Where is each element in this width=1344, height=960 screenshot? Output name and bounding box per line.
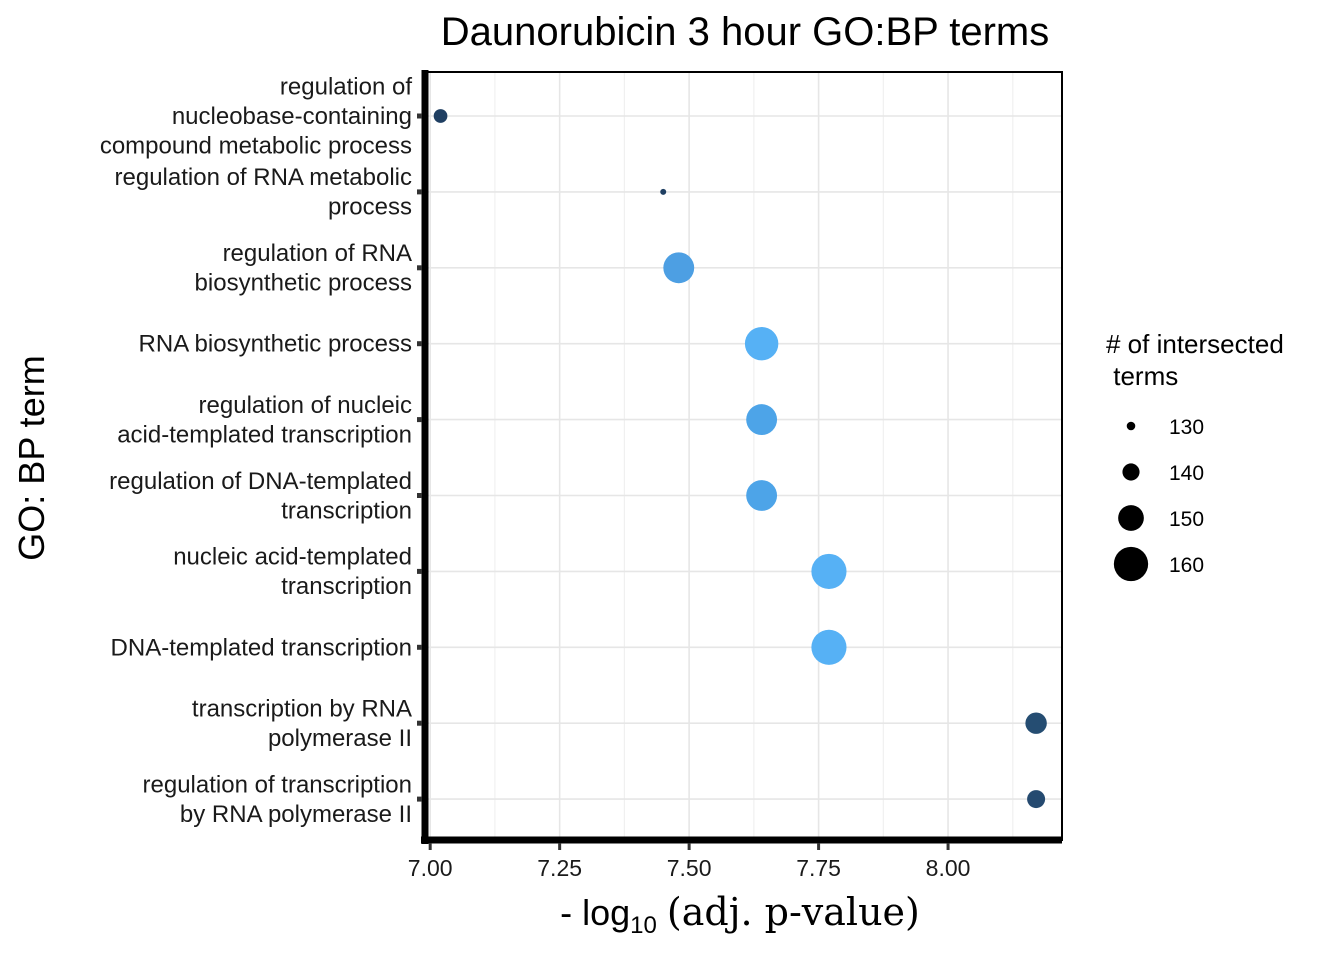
- chart-title: Daunorubicin 3 hour GO:BP terms: [440, 10, 1050, 54]
- y-tick-label-line: nucleic acid-templated: [173, 544, 412, 571]
- y-tick-label: regulation of DNA-templated transcription: [109, 468, 412, 525]
- y-tick-label-line: DNA-templated transcription: [111, 634, 412, 661]
- x-tick-label: 8.00: [926, 855, 971, 881]
- y-tick-label: regulation of RNA metabolic process: [115, 164, 413, 221]
- y-tick-label: regulation of transcription by RNA polyme…: [143, 771, 412, 828]
- data-point: [1027, 790, 1046, 809]
- legend-title-line-2: terms: [1106, 361, 1179, 391]
- y-tick-label-line: transcription by RNA: [192, 695, 412, 722]
- x-axis-label-prefix: - log: [560, 892, 631, 933]
- y-tick-label: DNA-templated transcription: [111, 634, 412, 661]
- legend-title-line-1: # of intersected: [1106, 329, 1284, 359]
- legend-key-dot: [1113, 546, 1149, 582]
- y-tick-label-line: regulation of transcription: [143, 771, 412, 798]
- data-point: [811, 629, 847, 665]
- data-point: [744, 326, 779, 361]
- y-tick-label-line: regulation of RNA: [223, 240, 412, 267]
- y-tick-label-line: biosynthetic process: [195, 270, 412, 297]
- legend-title: # of intersected terms: [1106, 328, 1284, 392]
- y-tick-label-line: polymerase II: [268, 725, 412, 752]
- y-tick-label-line: transcription: [281, 573, 412, 600]
- y-tick-label-line: regulation of DNA-templated: [109, 468, 412, 495]
- legend-key-dot: [1118, 505, 1144, 531]
- data-point: [746, 480, 778, 511]
- legend-key-dot: [1122, 463, 1140, 481]
- legend-key-label: 150: [1169, 508, 1204, 531]
- y-tick-label-line: RNA biosynthetic process: [139, 331, 412, 358]
- data-point: [746, 404, 778, 436]
- y-tick-label: nucleic acid-templated transcription: [173, 544, 412, 601]
- y-tick-label-line: compound metabolic process: [100, 133, 412, 160]
- y-tick-label: regulation of nucleic acid-templated tran…: [117, 392, 412, 449]
- y-tick-label-line: nucleobase-containing: [172, 103, 412, 130]
- data-point: [1025, 712, 1047, 734]
- y-tick-label: regulation of RNA biosynthetic process: [195, 240, 412, 297]
- y-tick-label: regulation of nucleobase-containing compou…: [100, 74, 413, 160]
- x-axis-label-text: (adj. p-value): [666, 890, 920, 934]
- legend-key-dot: [1126, 421, 1136, 431]
- x-tick-label: 7.25: [537, 855, 582, 881]
- data-point: [660, 188, 667, 195]
- data-point: [433, 109, 448, 123]
- x-axis-label: - log10 (adj. p-value): [560, 890, 920, 940]
- data-point: [811, 553, 847, 589]
- y-tick-label-line: by RNA polymerase II: [180, 801, 412, 828]
- legend-key-label: 130: [1169, 416, 1204, 439]
- y-tick-label-line: transcription: [281, 497, 412, 524]
- plot-panel: [425, 72, 1062, 840]
- x-axis-label-subscript: 10: [630, 912, 657, 939]
- legend-key-label: 160: [1169, 554, 1204, 577]
- x-tick-label: 7.00: [408, 855, 453, 881]
- legend-key-label: 140: [1169, 462, 1204, 485]
- y-tick-label-line: regulation of RNA metabolic: [115, 164, 413, 191]
- y-tick-label-line: acid-templated transcription: [117, 421, 412, 448]
- x-tick-label: 7.50: [667, 855, 712, 881]
- y-tick-label-line: regulation of: [280, 74, 412, 101]
- y-tick-label: RNA biosynthetic process: [139, 331, 412, 358]
- y-tick-label-line: regulation of nucleic: [199, 392, 412, 419]
- y-tick-label-line: process: [328, 194, 412, 221]
- y-tick-label: transcription by RNA polymerase II: [192, 695, 412, 752]
- data-point: [663, 252, 695, 284]
- x-tick-label: 7.75: [796, 855, 841, 881]
